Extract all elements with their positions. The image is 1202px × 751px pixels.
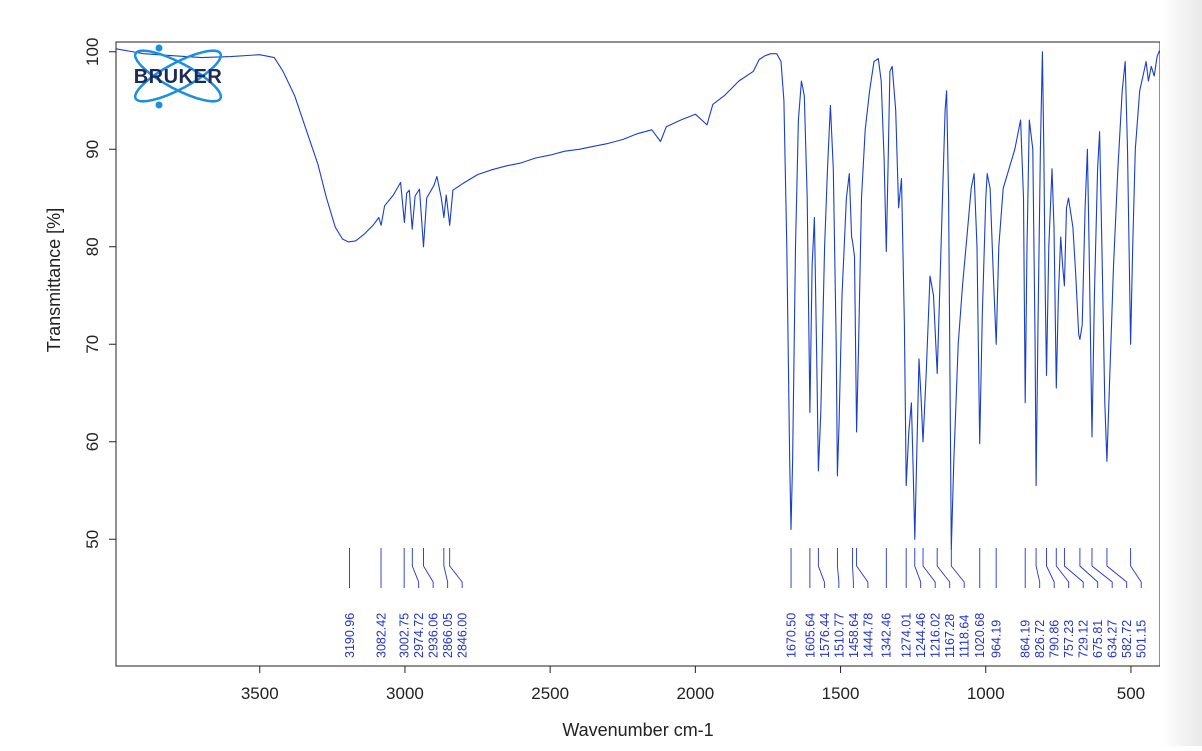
peak-leader-line xyxy=(423,548,434,588)
peak-leader-line xyxy=(443,548,449,588)
peak-label: 1342.46 xyxy=(880,613,894,658)
peak-label: 2846.00 xyxy=(456,613,470,658)
peak-label: 582.72 xyxy=(1120,620,1134,658)
peak-leader-line xyxy=(856,548,869,588)
peak-label: 964.19 xyxy=(990,620,1004,658)
logo-dot xyxy=(155,101,163,109)
peak-leader-line xyxy=(922,548,936,588)
y-tick-label: 100 xyxy=(83,38,102,66)
peak-label: 1458.64 xyxy=(847,613,861,658)
peak-leader-line xyxy=(817,548,825,588)
x-tick-label: 1000 xyxy=(967,684,1005,703)
y-axis-label: Transmittance [%] xyxy=(44,208,64,352)
x-tick-label: 3000 xyxy=(386,684,424,703)
peak-leader-line xyxy=(1055,548,1070,588)
peak-label: 634.27 xyxy=(1106,620,1120,658)
peak-label: 2866.05 xyxy=(441,613,455,658)
peak-label: 675.81 xyxy=(1091,620,1105,658)
peak-leader-line xyxy=(914,548,922,588)
x-tick-label: 500 xyxy=(1117,684,1145,703)
bruker-logo-text: BRUKER xyxy=(134,66,223,88)
x-axis: 3500 3000 2500 2000 1500 1000 500 xyxy=(241,666,1145,703)
peak-label: 1605.64 xyxy=(803,613,817,658)
peak-leader-line xyxy=(852,548,854,588)
peak-label: 1576.44 xyxy=(818,613,832,658)
peak-label: 1244.46 xyxy=(914,613,928,658)
x-axis-label: Wavenumber cm-1 xyxy=(562,720,713,740)
x-tick-label: 1500 xyxy=(822,684,860,703)
peak-label: 729.12 xyxy=(1077,620,1091,658)
peak-leader-line xyxy=(936,548,951,588)
peak-label: 1670.50 xyxy=(784,613,798,658)
peak-label: 3082.42 xyxy=(374,613,388,658)
plot-frame xyxy=(115,41,1161,667)
peak-leader-line xyxy=(1063,548,1084,588)
y-tick-label: 90 xyxy=(83,140,102,159)
peak-label: 790.86 xyxy=(1048,620,1062,658)
y-tick-label: 50 xyxy=(83,530,102,549)
spectrum-line xyxy=(115,48,1160,550)
peak-label: 757.23 xyxy=(1062,620,1076,658)
y-tick-label: 60 xyxy=(83,432,102,451)
x-tick-label: 3500 xyxy=(241,684,279,703)
logo-orbit xyxy=(133,49,223,103)
y-axis: 50 60 70 80 90 100 xyxy=(83,38,116,549)
peak-label: 3002.75 xyxy=(398,613,412,658)
logo-orbit xyxy=(133,49,223,103)
bruker-logo: BRUKER xyxy=(133,44,223,109)
peak-label: 1167.28 xyxy=(943,614,957,658)
peak-leader-line xyxy=(1130,548,1142,588)
peak-label: 1444.78 xyxy=(861,613,875,658)
peak-label: 2974.72 xyxy=(412,613,426,658)
peak-leader-line xyxy=(950,548,965,588)
peak-label: 1020.68 xyxy=(973,613,987,658)
logo-dot xyxy=(155,44,163,52)
y-tick-label: 80 xyxy=(83,237,102,256)
peak-label: 864.19 xyxy=(1019,620,1033,658)
x-tick-label: 2000 xyxy=(676,684,714,703)
peak-label: 1216.02 xyxy=(929,613,943,658)
peak-leader-line xyxy=(1035,548,1041,588)
peak-label: 1118.64 xyxy=(958,615,972,658)
peak-leader-line xyxy=(1091,548,1113,588)
peak-annotations: 3190.96 3082.42 3002.75 2974.72 2936.06 2866.… xyxy=(343,548,1149,658)
peak-leader-line xyxy=(449,548,463,588)
right-edge-shadow xyxy=(1160,0,1202,746)
peak-label: 1274.01 xyxy=(900,613,914,658)
peak-leader-line xyxy=(1046,548,1055,588)
y-tick-label: 70 xyxy=(83,335,102,354)
peak-label: 3190.96 xyxy=(343,613,357,658)
peak-leader-line xyxy=(1079,548,1099,588)
peak-leader-line xyxy=(411,548,420,588)
peak-leader-line xyxy=(836,548,840,588)
peak-label: 1510.77 xyxy=(832,613,846,658)
series-layer xyxy=(115,48,1160,550)
peak-leader-line xyxy=(1106,548,1128,588)
peak-label: 501.15 xyxy=(1135,620,1149,658)
x-tick-label: 2500 xyxy=(531,684,569,703)
peak-label: 2936.06 xyxy=(427,613,441,658)
peak-label: 826.72 xyxy=(1033,620,1047,658)
